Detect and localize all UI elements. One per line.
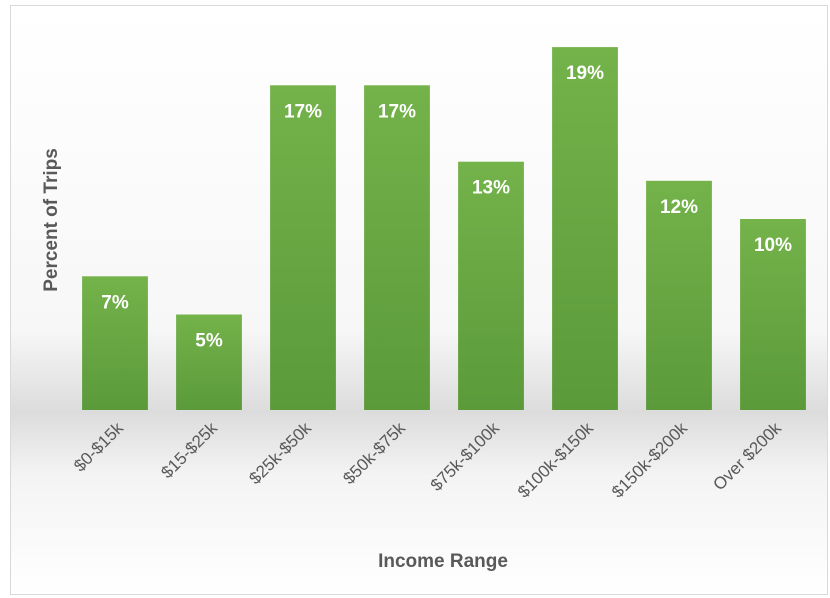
x-axis-title: Income Range — [378, 551, 508, 572]
bar — [270, 85, 336, 411]
bar — [552, 47, 618, 410]
bar — [176, 314, 242, 410]
data-label: 17% — [378, 101, 416, 122]
bar — [82, 276, 148, 410]
data-label: 19% — [566, 63, 604, 84]
bar — [458, 161, 524, 410]
bar — [364, 85, 430, 411]
bar — [740, 219, 806, 410]
data-label: 7% — [101, 292, 129, 313]
data-label: 10% — [754, 235, 792, 256]
bar — [646, 180, 712, 410]
y-axis-title: Percent of Trips — [41, 148, 62, 292]
data-label: 13% — [472, 178, 510, 199]
data-label: 17% — [284, 101, 322, 122]
data-label: 12% — [660, 197, 698, 218]
data-label: 5% — [195, 331, 223, 352]
